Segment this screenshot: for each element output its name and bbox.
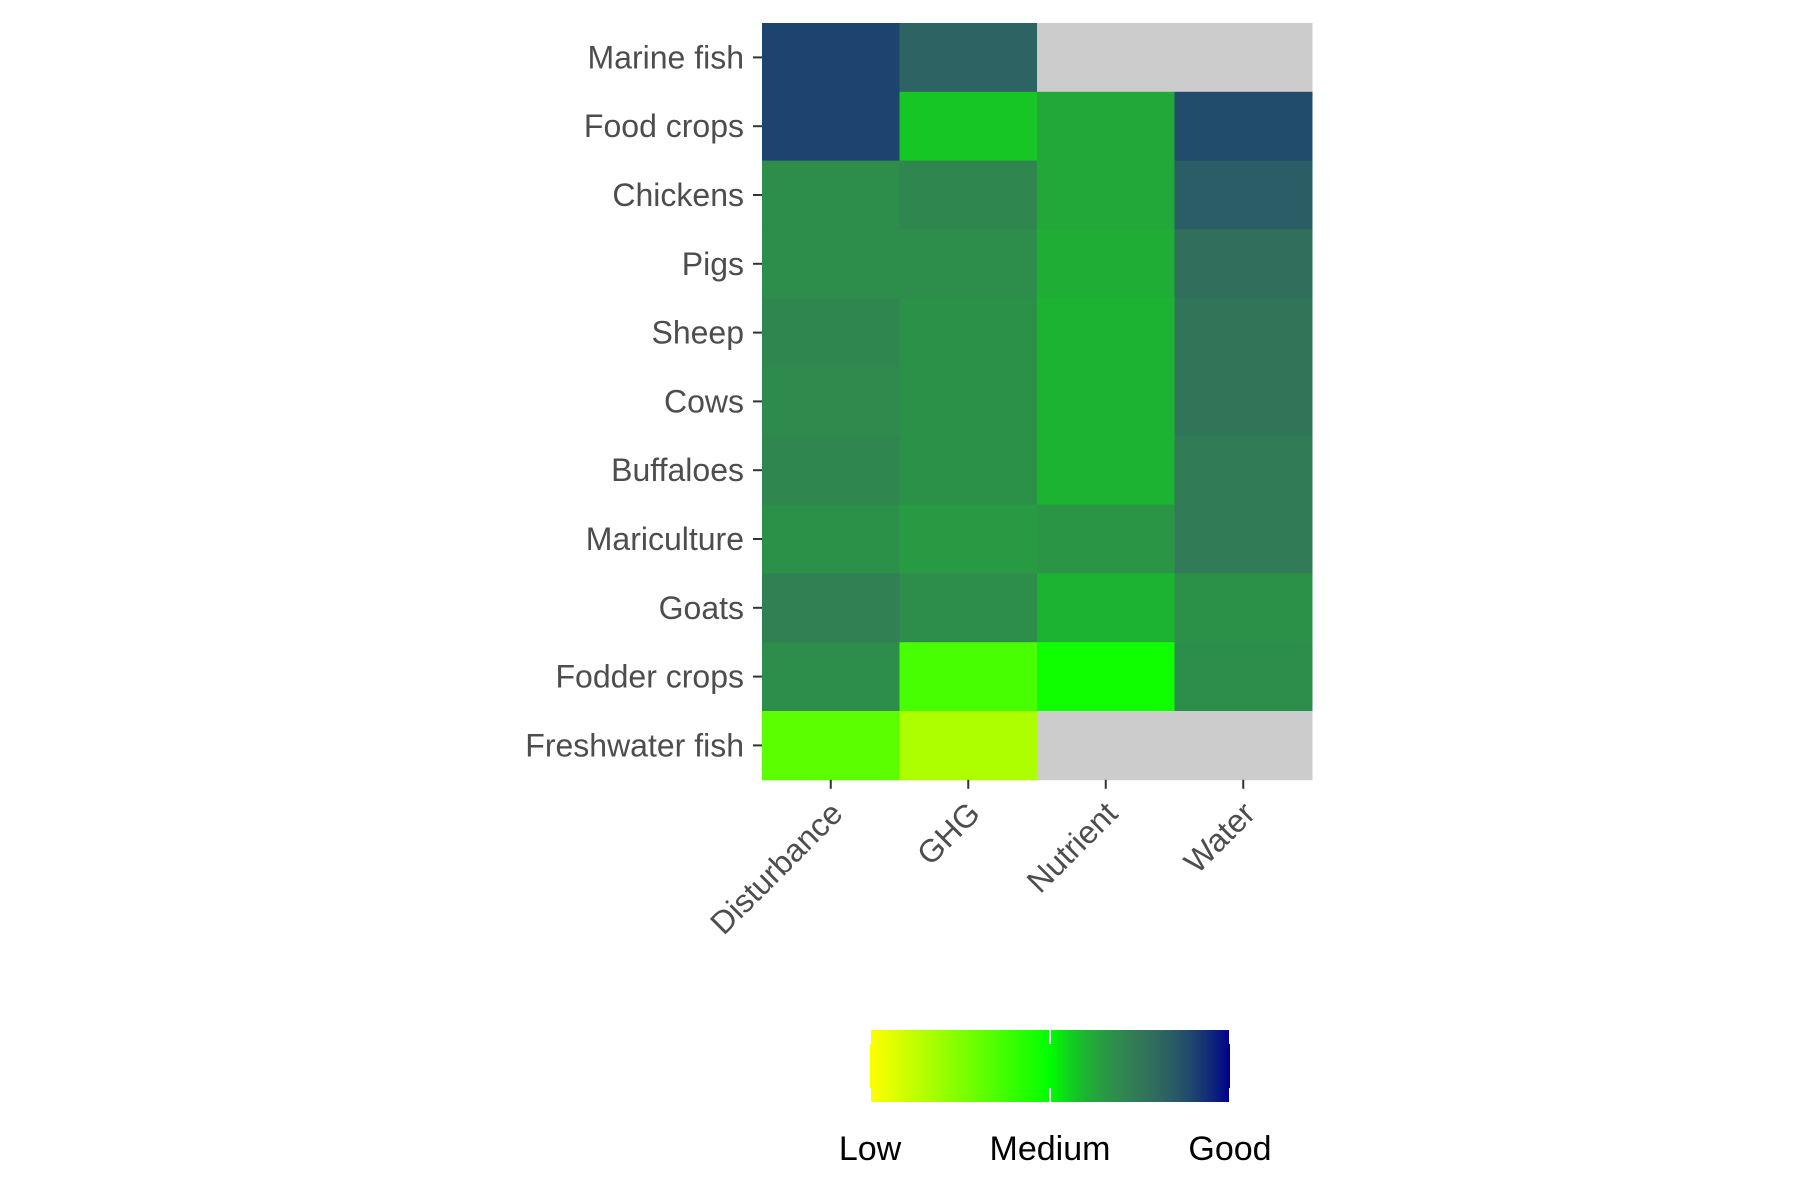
- legend-tick-label: Low: [839, 1130, 902, 1168]
- heatmap-cell: [762, 91, 900, 162]
- heatmap-cell: [762, 229, 900, 299]
- heatmap-cell: [762, 504, 900, 574]
- y-tick-label: Goats: [659, 590, 744, 626]
- heatmap-cell: [762, 23, 900, 93]
- heatmap-cell: [899, 711, 1038, 781]
- heatmap-cell: [1174, 91, 1313, 162]
- heatmap-cell: [899, 160, 1038, 230]
- heatmap-cell: [1174, 160, 1313, 230]
- y-tick-label: Mariculture: [586, 521, 744, 557]
- y-tick-label: Freshwater fish: [525, 727, 744, 763]
- heatmap-cell: [762, 573, 900, 643]
- heatmap-cell: [1037, 367, 1175, 437]
- heatmap-cell: [1174, 435, 1313, 506]
- heatmap-cell: [762, 367, 900, 437]
- heatmap-cell: [899, 367, 1038, 437]
- x-tick-label: Water: [1177, 795, 1262, 880]
- y-tick-label: Chickens: [612, 177, 744, 213]
- heatmap-cell: [1037, 435, 1175, 506]
- y-axis: Marine fish Food crops Chickens Pigs Sheep Co…: [525, 39, 762, 763]
- heatmap-cell: [1037, 91, 1175, 162]
- x-tick-label: Disturbance: [703, 795, 849, 941]
- heatmap-cell: [1174, 23, 1313, 93]
- y-tick-label: Buffaloes: [611, 452, 744, 488]
- heatmap-cell: [762, 642, 900, 712]
- heatmap-cell: [1174, 367, 1313, 437]
- legend-tick-label: Good: [1188, 1130, 1271, 1168]
- y-tick-label: Cows: [664, 383, 744, 419]
- heatmap-cell: [1174, 298, 1313, 368]
- legend-tick-label: Medium: [990, 1130, 1111, 1168]
- heatmap-cell: [762, 435, 900, 506]
- heatmap-cell: [899, 504, 1038, 574]
- y-tick-label: Sheep: [651, 315, 744, 351]
- heatmap-cell: [762, 298, 900, 368]
- heatmap-cell: [1037, 160, 1175, 230]
- heatmap-cell: [899, 642, 1038, 712]
- heatmap-cell: [1037, 504, 1175, 574]
- y-tick-label: Fodder crops: [555, 659, 744, 695]
- color-legend: Low Medium Good: [839, 1030, 1272, 1168]
- heatmap-cell: [899, 229, 1038, 299]
- heatmap-cell: [1037, 23, 1175, 93]
- heatmap-cell: [899, 298, 1038, 368]
- heatmap-cell: [1037, 573, 1175, 643]
- heatmap-cell: [899, 573, 1038, 643]
- heatmap-cell: [1174, 573, 1313, 643]
- heatmap-cell: [1037, 711, 1175, 781]
- x-tick-label: Nutrient: [1020, 795, 1125, 900]
- heatmap-cell: [1174, 642, 1313, 712]
- heatmap-cell: [1174, 229, 1313, 299]
- heatmap-cell: [1037, 229, 1175, 299]
- x-axis: Disturbance GHG Nutrient Water: [703, 779, 1262, 941]
- heatmap-cell: [899, 91, 1038, 162]
- heatmap-cell: [1174, 504, 1313, 574]
- heatmap-cell: [762, 711, 900, 781]
- heatmap-cell: [899, 435, 1038, 506]
- heatmap-cell: [1037, 298, 1175, 368]
- heatmap-cell: [762, 160, 900, 230]
- heatmap-cells: [762, 23, 1313, 781]
- heatmap-cell: [1037, 642, 1175, 712]
- heatmap-cell: [1174, 711, 1313, 781]
- y-tick-label: Pigs: [682, 246, 744, 282]
- y-tick-label: Food crops: [584, 108, 744, 144]
- x-tick-label: GHG: [910, 795, 987, 872]
- y-tick-label: Marine fish: [588, 39, 745, 75]
- heatmap-cell: [899, 23, 1038, 93]
